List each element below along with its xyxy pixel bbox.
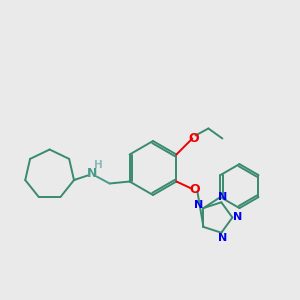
Text: O: O	[189, 183, 200, 196]
Text: O: O	[188, 132, 199, 145]
Text: H: H	[94, 160, 103, 170]
Text: N: N	[233, 212, 242, 223]
Text: N: N	[194, 200, 204, 210]
Text: N: N	[86, 167, 97, 180]
Text: N: N	[218, 192, 228, 202]
Text: N: N	[218, 233, 228, 243]
